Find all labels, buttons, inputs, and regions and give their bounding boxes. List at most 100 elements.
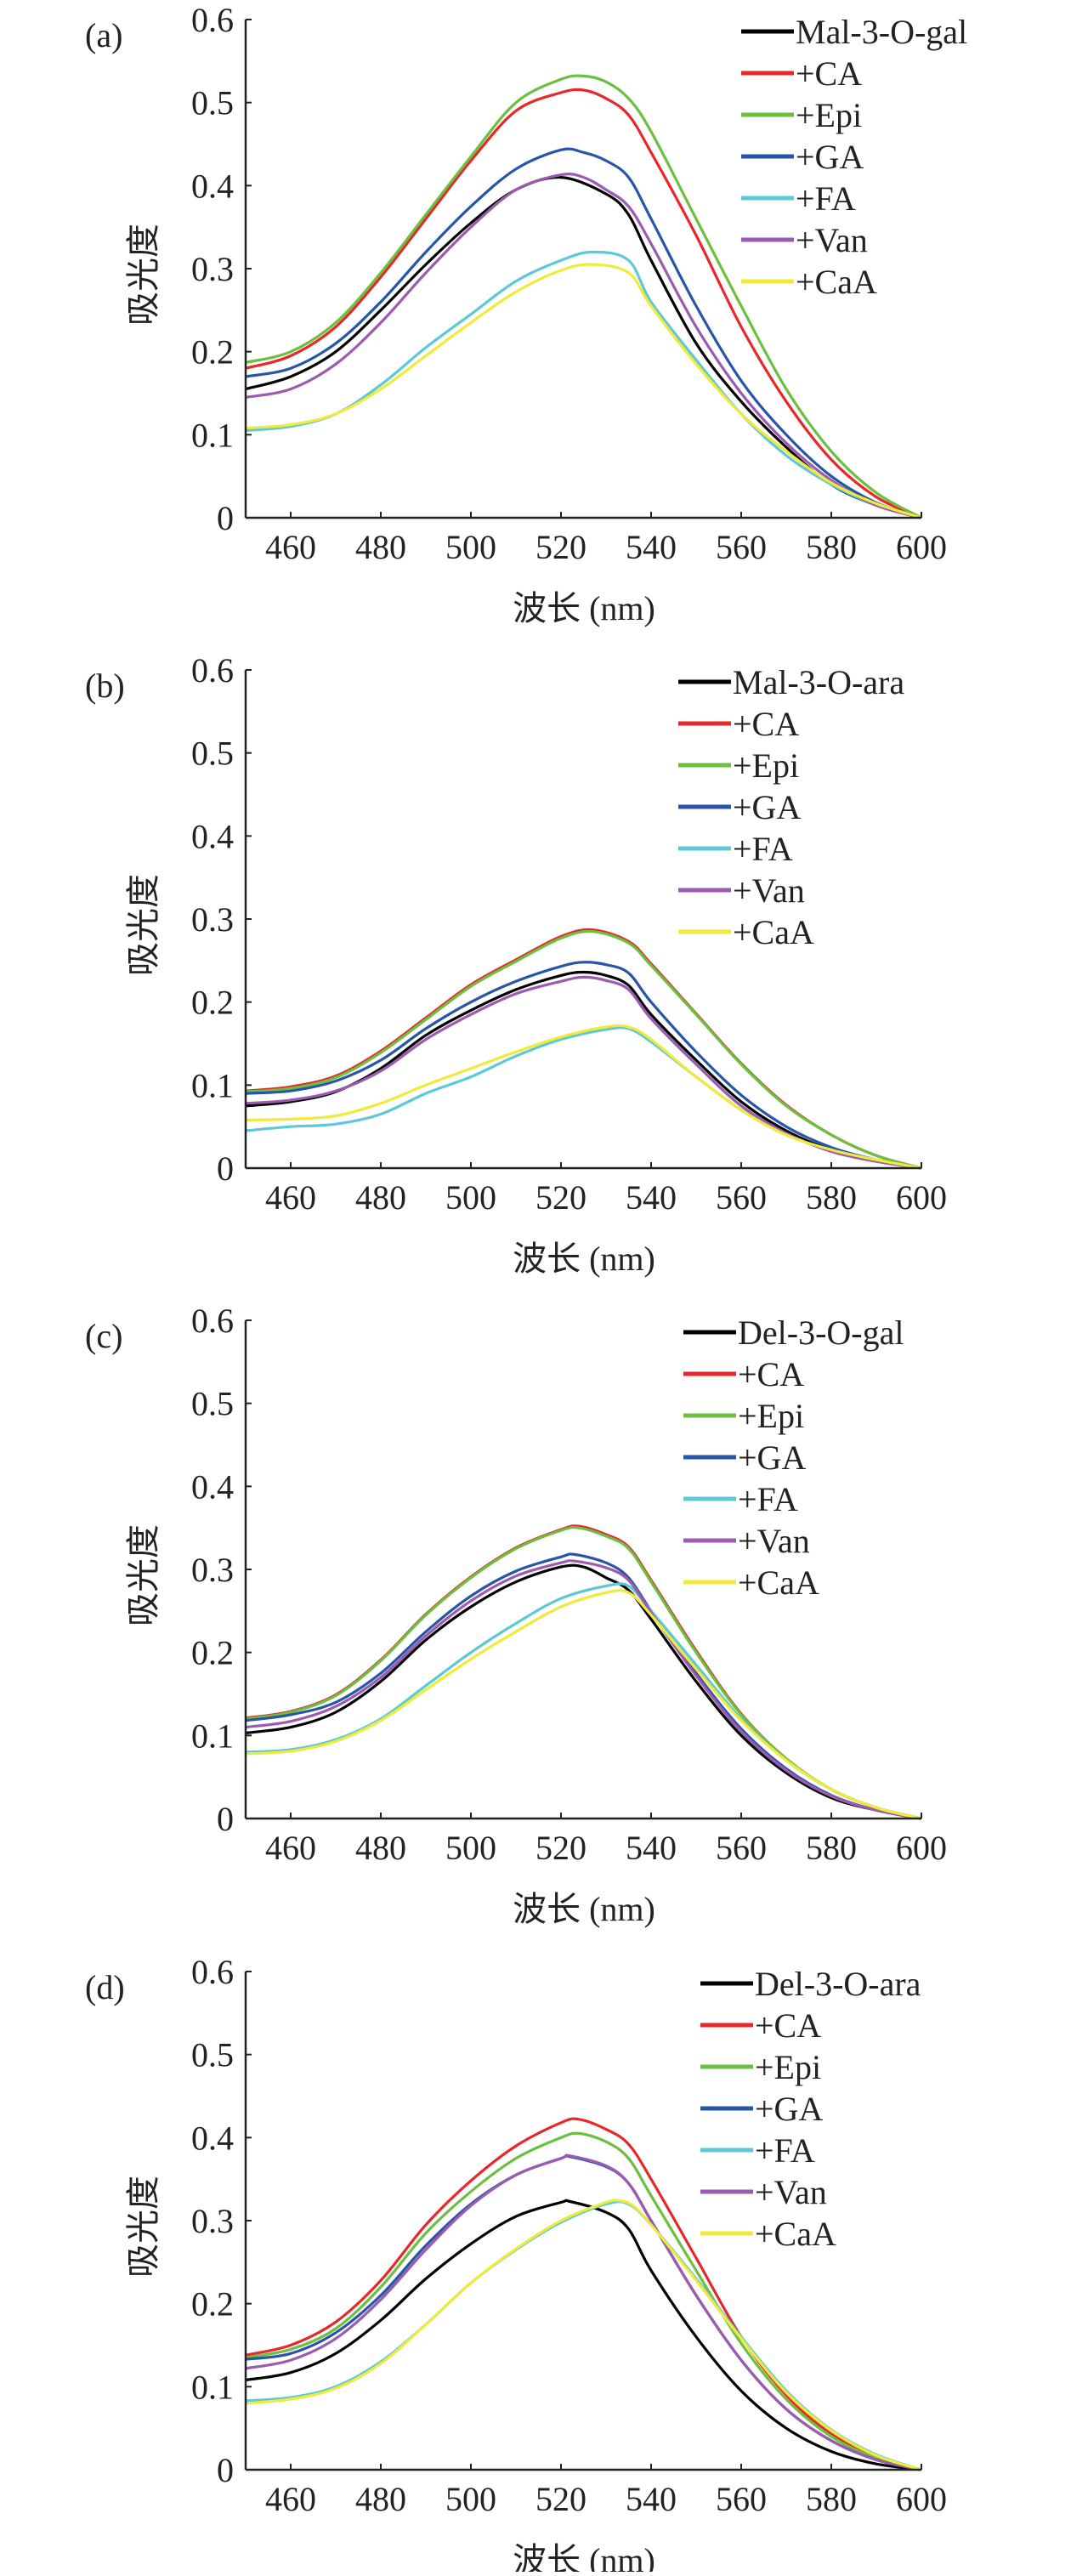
x-tick-label: 520 (536, 1178, 586, 1217)
y-tick-label: 0.5 (191, 735, 234, 773)
x-axis-label: 波长 (nm) (513, 589, 655, 627)
y-axis-label: 吸光度 (124, 224, 162, 326)
y-tick-label: 0.4 (191, 817, 234, 855)
legend-label: +CaA (738, 1563, 819, 1602)
x-tick-label: 540 (626, 2480, 677, 2518)
y-tick-label: 0.3 (191, 900, 234, 939)
x-tick-label: 500 (445, 1178, 496, 1217)
series-line-base (245, 175, 922, 519)
x-axis-label: 波长 (nm) (513, 1890, 655, 1928)
panel-a: 0 0.1 0.2 0.3 0.4 0.5 0.6 460 480 500 520 540 560 580… (85, 1, 967, 627)
panel-label: (d) (85, 1968, 125, 2006)
legend-label: Mal-3-O-ara (733, 663, 904, 701)
x-tick-label: 460 (265, 528, 316, 566)
x-tick-label: 600 (896, 1178, 947, 1217)
legend-label: +Van (733, 871, 805, 910)
series-line-van (245, 173, 922, 519)
y-tick-label: 0.1 (191, 1066, 234, 1104)
legend-label: Del-3-O-ara (755, 1965, 921, 2003)
x-tick-label: 500 (445, 2480, 496, 2518)
x-tick-label: 560 (716, 2480, 767, 2518)
legend-label: +CaA (755, 2215, 836, 2253)
y-tick-label: 0 (217, 499, 234, 537)
x-tick-label: 480 (355, 1829, 406, 1867)
series-line-ca (245, 1524, 922, 1820)
legend-label: +CaA (733, 913, 814, 951)
y-axis-label: 吸光度 (124, 1524, 162, 1626)
series-line-ca (245, 2117, 922, 2471)
y-axis-label: 吸光度 (124, 2176, 162, 2278)
legend-label: +FA (755, 2131, 815, 2170)
y-tick-label: 0.2 (191, 333, 234, 372)
x-tick-label: 580 (806, 1178, 857, 1217)
legend-label: +Epi (796, 96, 862, 134)
panel-label: (b) (85, 667, 125, 705)
legend-label: Del-3-O-gal (738, 1314, 904, 1352)
y-tick-label: 0.1 (191, 1716, 234, 1755)
legend-label: +CA (733, 705, 799, 743)
x-tick-label: 540 (626, 528, 677, 566)
x-axis-label: 波长 (nm) (513, 1240, 655, 1278)
x-tick-label: 580 (806, 528, 857, 566)
y-tick-label: 0 (217, 1800, 234, 1838)
x-tick-label: 480 (355, 528, 406, 566)
x-axis-label: 波长 (nm) (513, 2541, 655, 2572)
x-tick-label: 580 (806, 1829, 857, 1867)
y-tick-label: 0.2 (191, 984, 234, 1022)
y-tick-label: 0.2 (191, 2285, 234, 2324)
legend-label: +Van (738, 1522, 810, 1560)
x-tick-label: 460 (265, 2480, 316, 2518)
series-line-epi (245, 1525, 922, 1820)
x-tick-label: 580 (806, 2480, 857, 2518)
y-tick-label: 0.6 (191, 1953, 234, 1991)
panel-c: 0 0.1 0.2 0.3 0.4 0.5 0.6 460 480 500 520 540 560 580… (85, 1302, 947, 1928)
x-tick-label: 560 (716, 528, 767, 566)
x-tick-label: 480 (355, 1178, 406, 1217)
legend-label: +GA (755, 2090, 823, 2128)
y-tick-label: 0.1 (191, 2368, 234, 2406)
legend-label: +Epi (738, 1397, 804, 1435)
series-line-epi (245, 929, 922, 1170)
y-tick-label: 0.4 (191, 2119, 234, 2157)
legend-label: +CaA (796, 263, 877, 301)
legend-label: +GA (796, 138, 864, 176)
series-line-van (245, 975, 922, 1170)
y-tick-label: 0.3 (191, 2202, 234, 2240)
y-tick-label: 0.5 (191, 2036, 234, 2074)
x-tick-label: 500 (445, 528, 496, 566)
x-tick-label: 540 (626, 1829, 677, 1867)
legend-label: +GA (738, 1438, 806, 1477)
panel-label: (c) (85, 1317, 122, 1355)
legend-label: +CA (755, 2006, 821, 2045)
legend-label: +FA (738, 1480, 798, 1518)
series-line-epi (245, 2131, 922, 2471)
series-line-fa (245, 250, 922, 519)
y-tick-label: 0.5 (191, 84, 234, 122)
x-tick-label: 600 (896, 528, 947, 566)
panel-label: (a) (85, 16, 122, 54)
series-line-caa (245, 1024, 922, 1170)
y-axis-label: 吸光度 (124, 874, 162, 976)
x-tick-label: 460 (265, 1829, 316, 1867)
y-tick-label: 0.1 (191, 416, 234, 454)
series-line-ga (245, 961, 922, 1170)
series-line-epi (245, 74, 922, 519)
series-line-base (245, 970, 922, 1170)
legend-label: +FA (733, 830, 793, 868)
y-tick-label: 0 (217, 1149, 234, 1188)
series-line-caa (245, 1589, 922, 1820)
panel-b: 0 0.1 0.2 0.3 0.4 0.5 0.6 460 480 500 520 540 560 580… (85, 651, 947, 1278)
series-line-ca (245, 88, 922, 519)
x-tick-label: 600 (896, 2480, 947, 2518)
legend-label: +Epi (733, 746, 799, 785)
x-tick-label: 460 (265, 1178, 316, 1217)
y-tick-label: 0.2 (191, 1634, 234, 1672)
y-tick-label: 0 (217, 2451, 234, 2489)
x-tick-label: 520 (536, 1829, 586, 1867)
y-tick-label: 0.5 (191, 1385, 234, 1423)
legend-label: +GA (733, 788, 801, 826)
x-tick-label: 560 (716, 1829, 767, 1867)
y-tick-label: 0.3 (191, 250, 234, 288)
legend-label: +Van (796, 221, 868, 259)
